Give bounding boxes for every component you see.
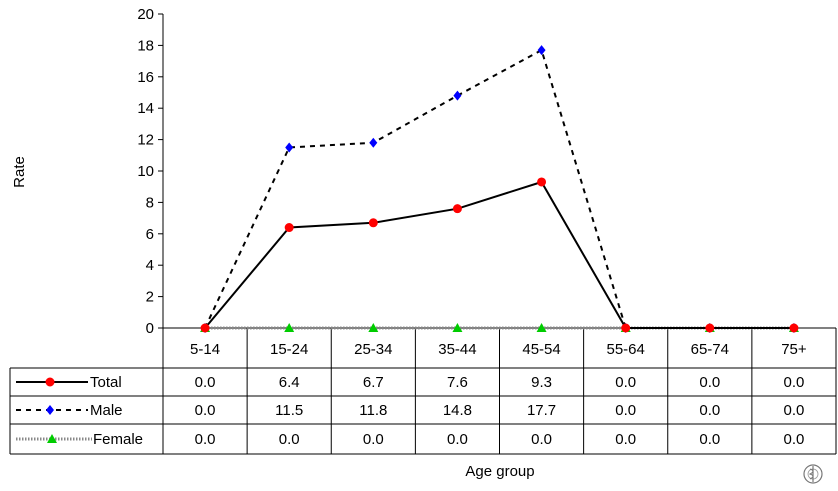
- x-axis-label: Age group: [465, 463, 534, 480]
- table-cell-female: 0.0: [363, 431, 384, 448]
- table-cell-female: 0.0: [699, 431, 720, 448]
- x-tick-label: 15-24: [270, 341, 308, 358]
- data-point-total: [200, 323, 210, 333]
- legend-marker-total: [45, 377, 55, 387]
- data-point-total: [368, 218, 378, 228]
- data-point-female: [368, 323, 379, 332]
- table-cell-male: 11.8: [359, 402, 387, 419]
- data-point-male: [285, 142, 294, 153]
- table-cell-total: 7.6: [447, 374, 468, 391]
- y-tick-label: 0: [146, 320, 154, 337]
- data-point-male: [369, 137, 378, 148]
- table-cell-male: 11.5: [275, 402, 303, 419]
- who-emblem-icon: [803, 464, 823, 484]
- table-cell-total: 6.7: [363, 374, 384, 391]
- y-tick-label: 6: [146, 226, 154, 243]
- data-point-total: [537, 177, 547, 187]
- y-tick-label: 8: [146, 194, 154, 211]
- table-cell-female: 0.0: [279, 431, 300, 448]
- table-cell-total: 6.4: [279, 374, 300, 391]
- data-point-male: [453, 90, 462, 101]
- y-tick-label: 12: [137, 132, 154, 149]
- legend-marker-female: [47, 434, 57, 443]
- data-point-female: [452, 323, 463, 332]
- series-group: [200, 45, 799, 333]
- x-tick-label: 5-14: [190, 341, 220, 358]
- x-tick-label: 55-64: [607, 341, 645, 358]
- table-cell-male: 0.0: [784, 402, 805, 419]
- y-tick-label: 14: [137, 100, 154, 117]
- y-tick-label: 2: [146, 289, 154, 306]
- x-tick-label: 65-74: [691, 341, 729, 358]
- y-tick-label: 16: [137, 69, 154, 86]
- legend-label-female: Female: [93, 431, 143, 448]
- data-point-total: [789, 323, 799, 333]
- table-cell-total: 0.0: [784, 374, 805, 391]
- y-tick-label: 4: [146, 257, 154, 274]
- table-cell-male: 17.7: [527, 402, 556, 419]
- table-cell-female: 0.0: [615, 431, 636, 448]
- data-point-total: [452, 204, 462, 214]
- table-cell-female: 0.0: [784, 431, 805, 448]
- table-cell-female: 0.0: [195, 431, 216, 448]
- table-cell-total: 0.0: [615, 374, 636, 391]
- y-tick-label: 18: [137, 37, 154, 54]
- y-tick-label: 20: [137, 6, 154, 23]
- table-cell-male: 14.8: [443, 402, 472, 419]
- y-axis: 0 2 4 6 8 10 12 14 16 18 20: [137, 6, 164, 337]
- series-line-male: [204, 48, 794, 329]
- table-cell-male: 0.0: [195, 402, 216, 419]
- x-tick-label: 45-54: [522, 341, 560, 358]
- x-tick-label: 35-44: [438, 341, 476, 358]
- legend-label-total: Total: [90, 374, 122, 391]
- table-cell-total: 0.0: [699, 374, 720, 391]
- data-point-female: [284, 323, 295, 332]
- table-cell-male: 0.0: [615, 402, 636, 419]
- legend-marker-male: [46, 405, 54, 415]
- data-point-female: [536, 323, 547, 332]
- table-cell-male: 0.0: [699, 402, 720, 419]
- data-table: 5-14 15-24 25-34 35-44 45-54 55-64 65-74 75+ Tot…: [9, 327, 837, 455]
- y-tick-label: 10: [137, 163, 154, 180]
- data-point-total: [621, 323, 631, 333]
- y-axis-label: Rate: [11, 156, 28, 188]
- x-tick-label: 75+: [781, 341, 807, 358]
- table-cell-female: 0.0: [447, 431, 468, 448]
- table-cell-female: 0.0: [531, 431, 552, 448]
- data-point-male: [537, 45, 546, 56]
- data-point-total: [705, 323, 715, 333]
- table-cell-total: 0.0: [195, 374, 216, 391]
- series-line-total: [204, 180, 794, 329]
- legend-label-male: Male: [90, 402, 123, 419]
- x-tick-label: 25-34: [354, 341, 392, 358]
- data-point-total: [284, 223, 294, 233]
- table-cell-total: 9.3: [531, 374, 552, 391]
